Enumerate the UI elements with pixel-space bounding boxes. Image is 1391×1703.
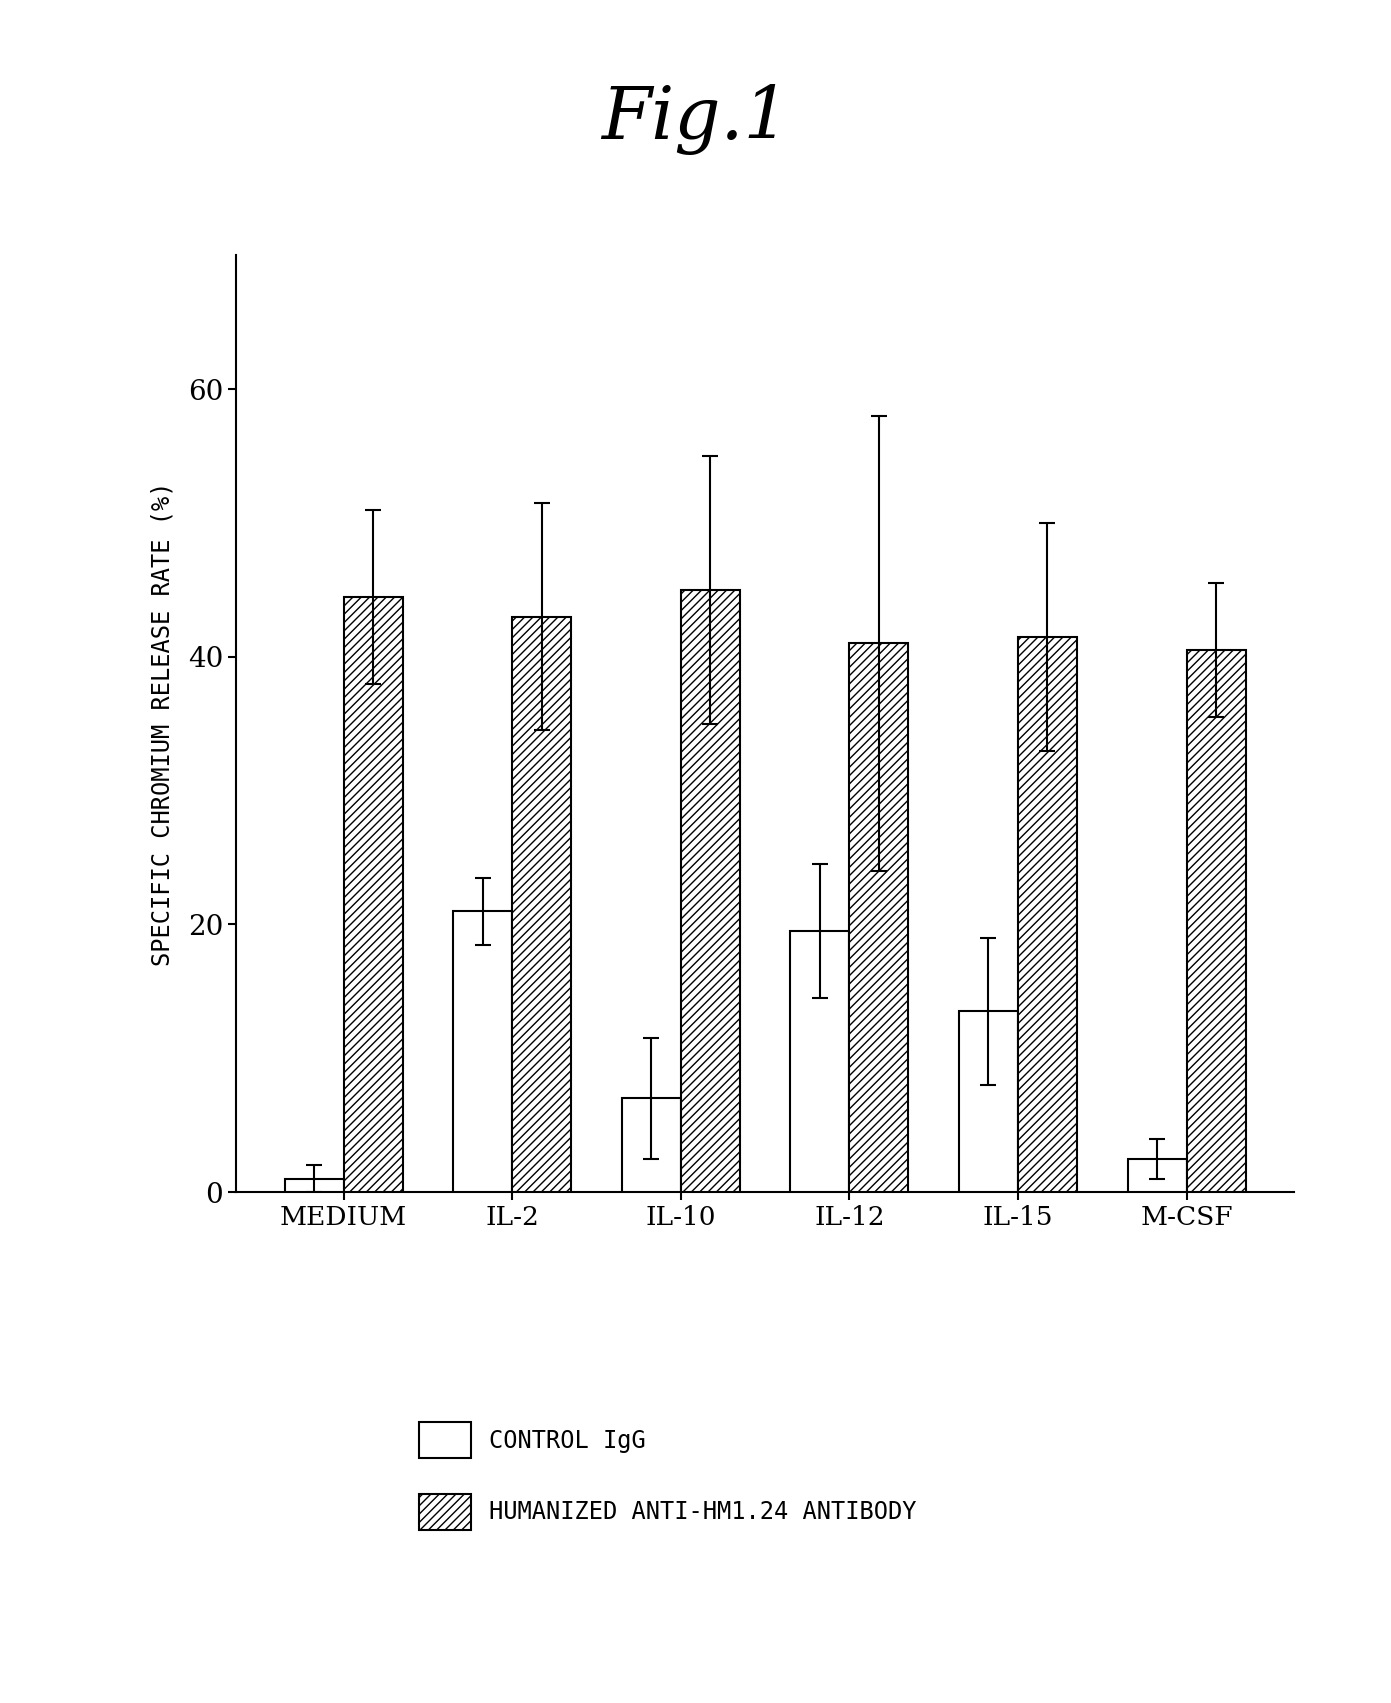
Bar [1018,637,1077,1192]
Bar [850,644,908,1192]
Bar [453,911,512,1192]
Text: Fig.1: Fig.1 [601,83,790,155]
Y-axis label: SPECIFIC CHROMIUM RELEASE RATE (%): SPECIFIC CHROMIUM RELEASE RATE (%) [150,482,174,966]
Bar [512,616,572,1192]
Bar [790,932,850,1192]
Bar [1128,1158,1187,1192]
Bar [285,1178,344,1192]
Bar [680,589,740,1192]
Bar [1187,651,1245,1192]
Legend: CONTROL IgG, HUMANIZED ANTI-HM1.24 ANTIBODY: CONTROL IgG, HUMANIZED ANTI-HM1.24 ANTIB… [406,1410,929,1541]
Bar [344,596,402,1192]
Bar [622,1098,680,1192]
Bar [958,1012,1018,1192]
